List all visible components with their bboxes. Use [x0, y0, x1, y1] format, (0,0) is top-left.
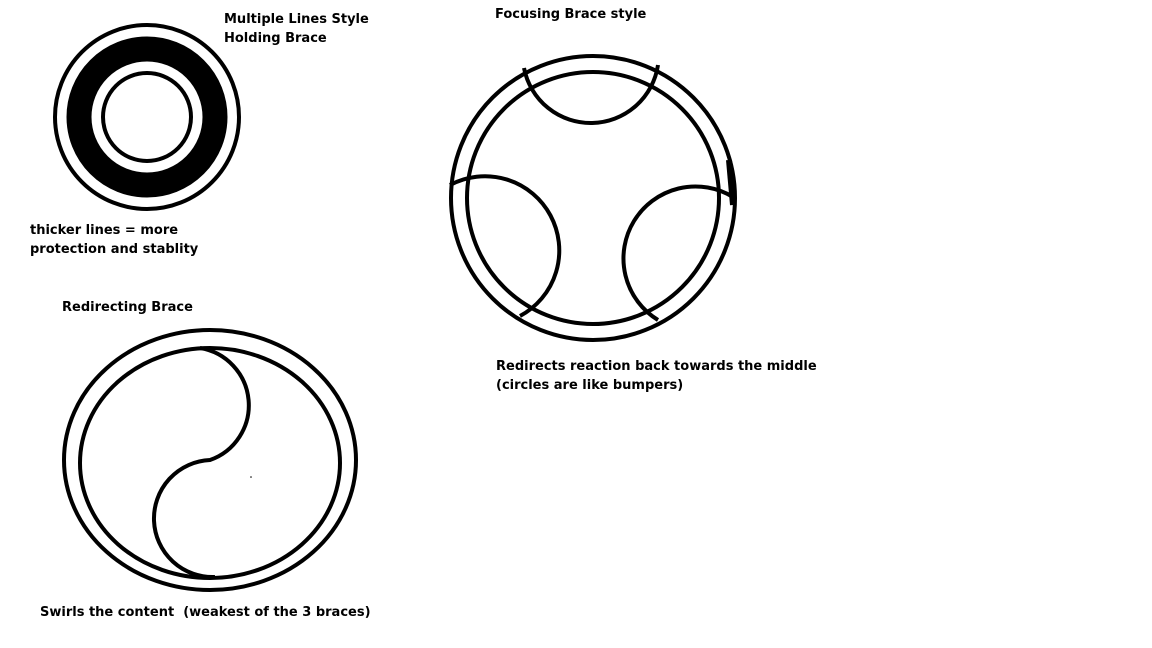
redirecting-brace-note: Swirls the content (weakest of the 3 bra…	[40, 605, 371, 620]
redirecting-brace-swirl	[151, 346, 251, 580]
focusing-brace-bumper-left	[449, 174, 562, 318]
focusing-brace-bumper-right	[621, 184, 735, 322]
focusing-brace-outer-ring	[449, 54, 737, 342]
holding-brace-inner-ring	[101, 71, 193, 163]
holding-brace-title-line1: Multiple Lines Style	[224, 12, 369, 27]
holding-brace-note-line1: thicker lines = more	[30, 223, 179, 238]
holding-brace-outer-ring	[53, 23, 241, 211]
holding-brace-title-line2: Holding Brace	[224, 31, 327, 46]
redirecting-brace-center-dot	[250, 476, 252, 478]
focusing-brace-note-line1: Redirects reaction back towards the midd…	[496, 359, 817, 374]
focusing-brace-bumper-edge	[726, 159, 736, 206]
focusing-brace-bumper-top	[522, 64, 660, 125]
redirecting-brace-title: Redirecting Brace	[62, 300, 193, 315]
redirecting-brace-inner-ring	[78, 346, 342, 580]
redirecting-brace-drawing	[62, 328, 358, 592]
focusing-brace-drawing	[449, 54, 737, 342]
redirecting-brace-outer-ring	[62, 328, 358, 592]
holding-brace-note-line2: protection and stablity	[30, 242, 199, 257]
holding-brace-drawing	[53, 23, 241, 211]
focusing-brace-title: Focusing Brace style	[495, 7, 647, 22]
focusing-brace-inner-ring	[465, 70, 721, 326]
focusing-brace-note-line2: (circles are like bumpers)	[496, 378, 684, 393]
holding-brace-thick-band	[66, 36, 228, 198]
